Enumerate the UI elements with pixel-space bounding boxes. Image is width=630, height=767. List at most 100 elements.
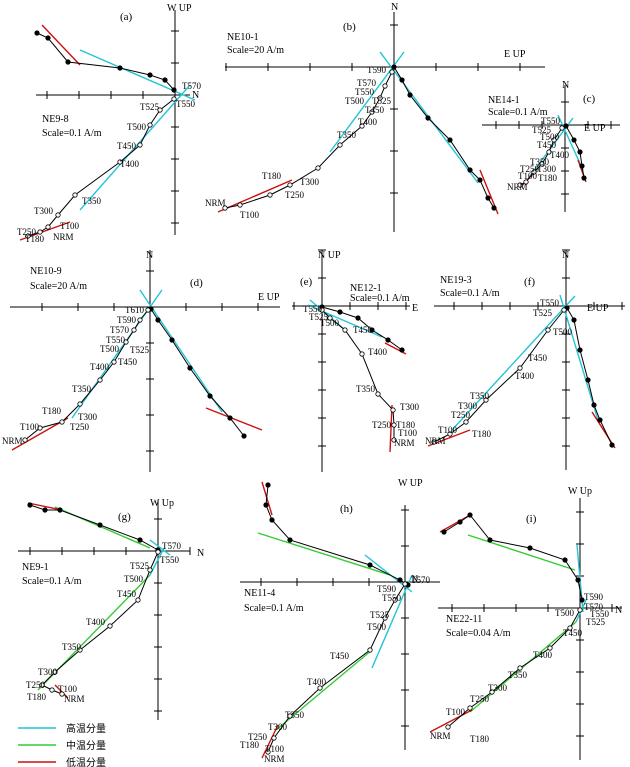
horizontal-projection-point [27, 502, 33, 508]
vertical-projection-point [463, 419, 469, 425]
step-label: T550 [176, 99, 195, 109]
horizontal-projection-point [97, 522, 103, 528]
vertical-projection-point [445, 724, 451, 730]
step-label: T100 [58, 684, 77, 694]
vertical-axis-label: N [562, 80, 569, 91]
horizontal-projection-point [367, 562, 373, 568]
low-temp-fit-line [429, 709, 473, 733]
step-label: T450 [365, 105, 384, 115]
vertical-axis-label: N [146, 250, 153, 261]
step-label: T300 [78, 412, 97, 422]
step-label: T100 [60, 221, 79, 231]
step-label: T350 [337, 130, 356, 140]
horizontal-projection-point [227, 415, 233, 421]
step-label: T500 [555, 608, 574, 618]
horizontal-projection-point [585, 377, 591, 383]
step-label: T350 [530, 157, 549, 167]
horizontal-projection-point [397, 577, 403, 583]
vertical-projection-point [539, 161, 545, 167]
horizontal-projection-point [45, 35, 51, 41]
horizontal-projection-point [391, 64, 397, 70]
vertical-projection-point [147, 567, 153, 573]
horizontal-projection-path [29, 504, 159, 551]
vertical-projection-point [59, 419, 65, 425]
vertical-projection-point [267, 192, 273, 198]
scale-label: Scale=20 A/m [30, 281, 87, 292]
step-label: T525 [532, 125, 551, 135]
high-temp-fit-line [139, 289, 223, 413]
vertical-projection-point [342, 327, 348, 333]
vertical-projection-point [317, 685, 323, 691]
step-label: T570 [584, 602, 603, 612]
step-label: T450 [537, 140, 556, 150]
vertical-projection-point [265, 749, 271, 755]
step-label: T500 [553, 327, 572, 337]
step-label: T450 [117, 589, 136, 599]
horizontal-projection-point [355, 315, 361, 321]
step-label: T100 [518, 171, 537, 181]
legend-label: 中温分量 [66, 739, 106, 752]
step-label: T550 [160, 555, 179, 565]
horizontal-axis-label: E UP [504, 49, 526, 60]
vertical-projection-point [551, 137, 557, 143]
low-temp-fit-line [591, 411, 616, 449]
step-label: T450 [117, 141, 136, 151]
vertical-projection-point [39, 682, 45, 688]
step-label: NRM [64, 694, 85, 704]
vertical-projection-point [337, 142, 343, 148]
scale-label: Scale=0.1 A/m [350, 293, 410, 304]
step-label: T100 [20, 422, 39, 432]
vertical-projection-point [72, 192, 78, 198]
vertical-projection-point [37, 229, 43, 235]
site-name: NE9-1 [22, 562, 49, 573]
step-label: T350 [285, 710, 304, 720]
vertical-projection-point [319, 307, 325, 313]
horizontal-projection-point [571, 137, 577, 143]
low-temp-fit-line [205, 407, 263, 431]
vertical-projection-point [517, 365, 523, 371]
step-label: T250 [17, 227, 36, 237]
panel-letter: (i) [526, 513, 537, 525]
step-label: T350 [82, 196, 101, 206]
step-label: T180 [240, 740, 259, 750]
step-label: T400 [533, 650, 552, 660]
step-label: T250 [70, 422, 89, 432]
step-label: T180 [27, 692, 46, 702]
horizontal-projection-point [477, 177, 483, 183]
step-label: T450 [330, 651, 349, 661]
vertical-projection-point [391, 437, 397, 443]
vertical-projection-point [489, 689, 495, 695]
step-label: T450 [528, 353, 547, 363]
step-label: T525 [130, 345, 149, 355]
horizontal-projection-point [269, 517, 275, 523]
horizontal-projection-point [447, 137, 453, 143]
vertical-projection-point [22, 437, 28, 443]
horizontal-projection-point [467, 167, 473, 173]
step-label: NRM [430, 731, 451, 741]
vertical-projection-point [547, 645, 553, 651]
step-label: T300 [400, 402, 419, 412]
high-temp-fit-line [451, 295, 576, 431]
vertical-projection-point [392, 597, 398, 603]
horizontal-projection-point [491, 205, 497, 211]
site-name: NE22-11 [446, 614, 482, 625]
horizontal-projection-point [265, 482, 271, 488]
horizontal-projection-point [577, 347, 583, 353]
step-label: T100 [438, 425, 457, 435]
panel-letter: (c) [583, 93, 596, 105]
vertical-axis-label: W Up [568, 486, 592, 497]
vertical-projection-point [55, 212, 61, 218]
vertical-projection-point [327, 315, 333, 321]
step-label: T100 [398, 428, 417, 438]
vertical-projection-point [315, 165, 321, 171]
horizontal-projection-point [527, 545, 533, 551]
horizontal-projection-point [577, 149, 583, 155]
horizontal-axis-label: E UP [587, 303, 609, 314]
step-label: T550 [382, 593, 401, 603]
horizontal-axis-label: N [197, 548, 204, 559]
step-label: T300 [38, 667, 57, 677]
step-label: T250 [470, 694, 489, 704]
vertical-axis-label: N [391, 2, 398, 13]
